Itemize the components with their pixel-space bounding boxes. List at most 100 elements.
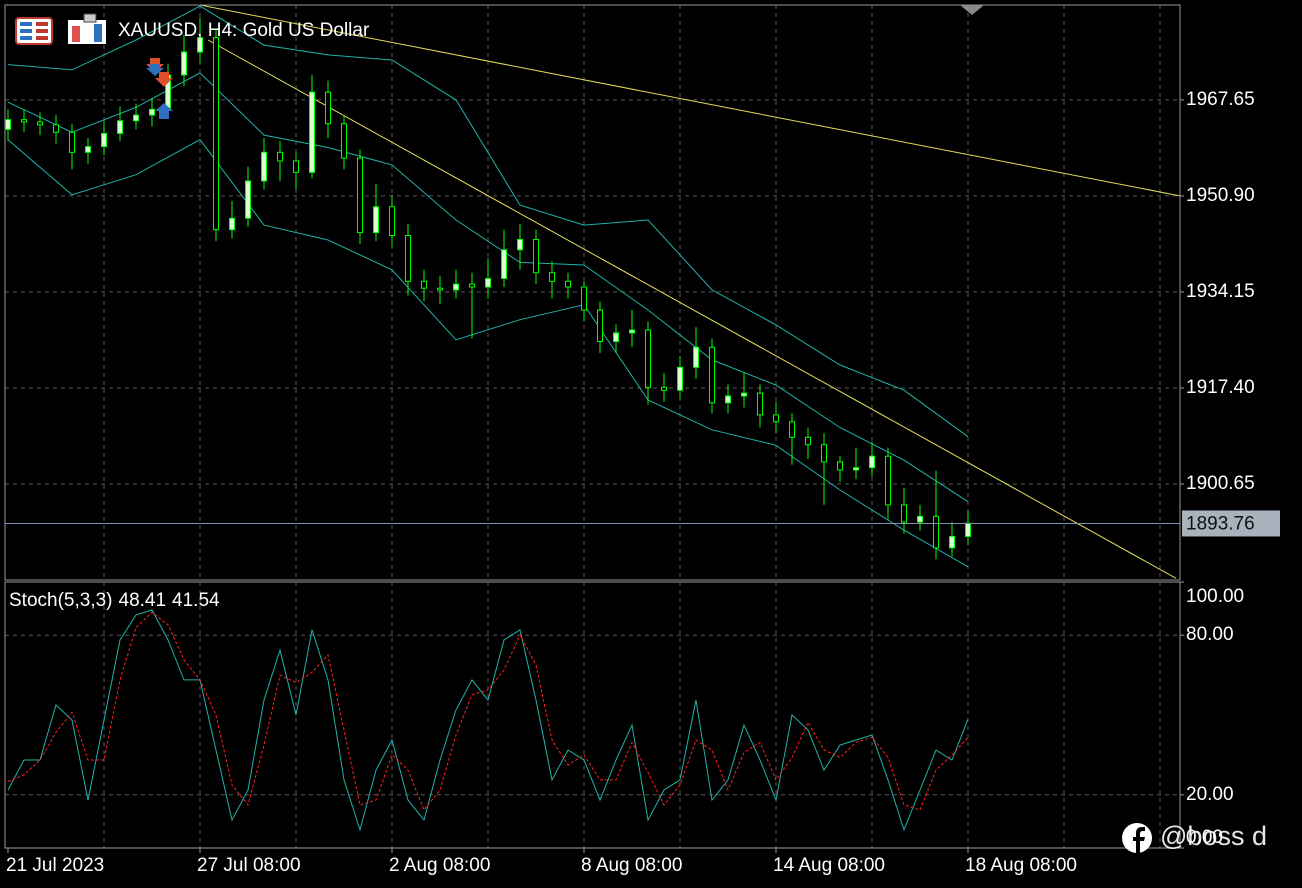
trendline bbox=[199, 5, 1180, 197]
trendline bbox=[207, 39, 1177, 579]
y-tick-label: 1917.40 bbox=[1186, 377, 1255, 398]
buy-arrow bbox=[155, 103, 173, 119]
x-tick-label: 8 Aug 08:00 bbox=[581, 855, 682, 876]
candle-body bbox=[485, 277, 491, 288]
x-tick-label: 27 Jul 08:00 bbox=[197, 855, 301, 876]
candle-body bbox=[853, 467, 859, 471]
shift-marker bbox=[960, 5, 984, 15]
indicator-signal-value: 41.54 bbox=[172, 590, 220, 611]
candle-body bbox=[261, 151, 267, 182]
candle-body bbox=[949, 535, 955, 549]
candle-body bbox=[869, 455, 875, 469]
candle-body bbox=[21, 119, 27, 123]
candle-body bbox=[805, 436, 811, 446]
current-price-box bbox=[1182, 510, 1280, 537]
bollinger-band bbox=[7, 139, 969, 568]
price-panel bbox=[5, 5, 1180, 579]
candle-body bbox=[965, 522, 971, 537]
watermark-text: @boss d bbox=[1160, 821, 1267, 851]
candle-body bbox=[469, 283, 475, 288]
candle-body bbox=[933, 515, 939, 549]
buy-arrow bbox=[146, 64, 164, 76]
candle-body bbox=[789, 421, 795, 438]
candle-body bbox=[53, 124, 59, 133]
candle-body bbox=[533, 238, 539, 274]
current-price-label: 1893.76 bbox=[1186, 513, 1255, 534]
candle-body bbox=[69, 131, 75, 153]
stoch-panel-border bbox=[4, 581, 1181, 849]
candle-body bbox=[389, 206, 395, 236]
x-tick-label: 21 Jul 2023 bbox=[6, 855, 104, 876]
candle-body bbox=[325, 91, 331, 125]
candle-body bbox=[341, 123, 347, 159]
x-tick-label: 18 Aug 08:00 bbox=[965, 855, 1077, 876]
candle-body bbox=[837, 461, 843, 471]
icon-cell bbox=[36, 29, 48, 33]
indicator-title: Stoch(5,3,3) bbox=[9, 590, 113, 611]
candle-body bbox=[821, 444, 827, 463]
watermark-icon-f bbox=[1133, 827, 1145, 853]
candle-body bbox=[277, 151, 283, 162]
candle-body bbox=[133, 114, 139, 122]
icon-cell bbox=[20, 22, 32, 26]
candle-body bbox=[197, 37, 203, 53]
y-tick-label: 0.00 bbox=[1186, 827, 1223, 848]
candle-body bbox=[549, 272, 555, 282]
candle-body bbox=[517, 238, 523, 251]
candle-body bbox=[5, 119, 11, 130]
candle-body bbox=[101, 132, 107, 148]
x-tick-label: 14 Aug 08:00 bbox=[773, 855, 885, 876]
price-panel-border bbox=[4, 4, 1181, 581]
bollinger-band bbox=[7, 5, 969, 438]
candle-body bbox=[149, 108, 155, 116]
candle-body bbox=[357, 157, 363, 234]
candle-body bbox=[757, 392, 763, 416]
candle-body bbox=[293, 160, 299, 173]
candle-body bbox=[629, 329, 635, 334]
candle-body bbox=[437, 287, 443, 291]
candle-body bbox=[901, 504, 907, 523]
icon-cell bbox=[20, 36, 32, 40]
candle-body bbox=[725, 395, 731, 404]
candle-body bbox=[85, 146, 91, 153]
y-tick-label: 1934.15 bbox=[1186, 281, 1255, 302]
candle-body bbox=[613, 332, 619, 343]
candle-body bbox=[565, 280, 571, 288]
stoch-panel bbox=[7, 609, 969, 832]
candle-body bbox=[885, 455, 891, 506]
icon-bar bbox=[94, 24, 102, 42]
y-tick-label: 20.00 bbox=[1186, 784, 1234, 805]
icon-bar bbox=[72, 26, 80, 42]
chart-title: XAUUSD, H4: Gold US Dollar bbox=[118, 20, 370, 41]
candle-body bbox=[597, 309, 603, 343]
icon-cell bbox=[36, 22, 48, 26]
candle-body bbox=[917, 515, 923, 523]
sell-arrow bbox=[155, 72, 173, 87]
y-tick-label: 1900.65 bbox=[1186, 473, 1255, 494]
candle-body bbox=[373, 206, 379, 234]
candle-body bbox=[181, 51, 187, 76]
candle-body bbox=[213, 37, 219, 231]
y-tick-label: 100.00 bbox=[1186, 586, 1244, 607]
candle-body bbox=[645, 329, 651, 388]
y-tick-label: 1950.90 bbox=[1186, 185, 1255, 206]
candle-body bbox=[661, 386, 667, 391]
toolbar-icons bbox=[15, 13, 106, 45]
candle-body bbox=[405, 234, 411, 282]
y-tick-label: 80.00 bbox=[1186, 624, 1234, 645]
candle-body bbox=[693, 346, 699, 368]
indicator-main-value: 48.41 bbox=[119, 590, 167, 611]
candle-body bbox=[117, 120, 123, 134]
indicator-line bbox=[7, 611, 969, 811]
trade-arrows bbox=[146, 58, 173, 119]
candle-body bbox=[501, 249, 507, 279]
candle-body bbox=[309, 91, 315, 173]
candle-body bbox=[453, 283, 459, 291]
icon-cell bbox=[36, 36, 48, 40]
candle-body bbox=[741, 392, 747, 397]
y-tick-label: 1967.65 bbox=[1186, 89, 1255, 110]
stoch-header: Stoch(5,3,3) 48.41 41.54 bbox=[9, 590, 220, 611]
candle-body bbox=[709, 346, 715, 404]
